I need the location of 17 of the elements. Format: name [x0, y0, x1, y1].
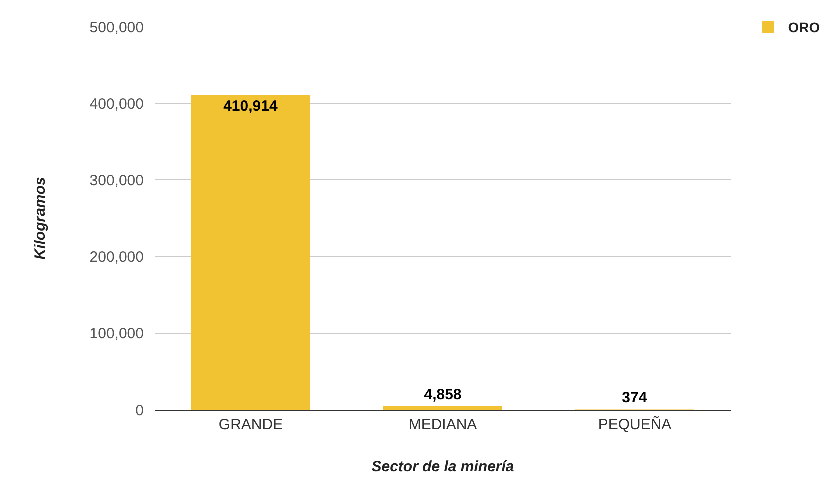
data-label: 4,858 [424, 386, 462, 404]
x-tick-label: MEDIANA [408, 416, 478, 434]
x-tick-label: GRANDE [218, 416, 284, 434]
y-tick-label: 400,000 [90, 96, 144, 113]
bar [383, 406, 503, 410]
y-axis-title: Kilogramos [32, 177, 50, 260]
y-tick-label: 0 [136, 402, 144, 420]
y-tick-label: 200,000 [90, 249, 144, 266]
bar [191, 95, 311, 410]
data-label: 374 [622, 390, 648, 407]
y-tick-label: 300,000 [90, 172, 144, 190]
legend-label: ORO [788, 20, 820, 36]
x-tick-label: PEQUEÑA [598, 416, 672, 434]
y-tick-label: 500,000 [90, 19, 144, 36]
y-tick-label: 100,000 [90, 326, 144, 343]
x-axis-title: Sector de la minería [372, 458, 514, 476]
data-label: 410,914 [224, 98, 278, 116]
